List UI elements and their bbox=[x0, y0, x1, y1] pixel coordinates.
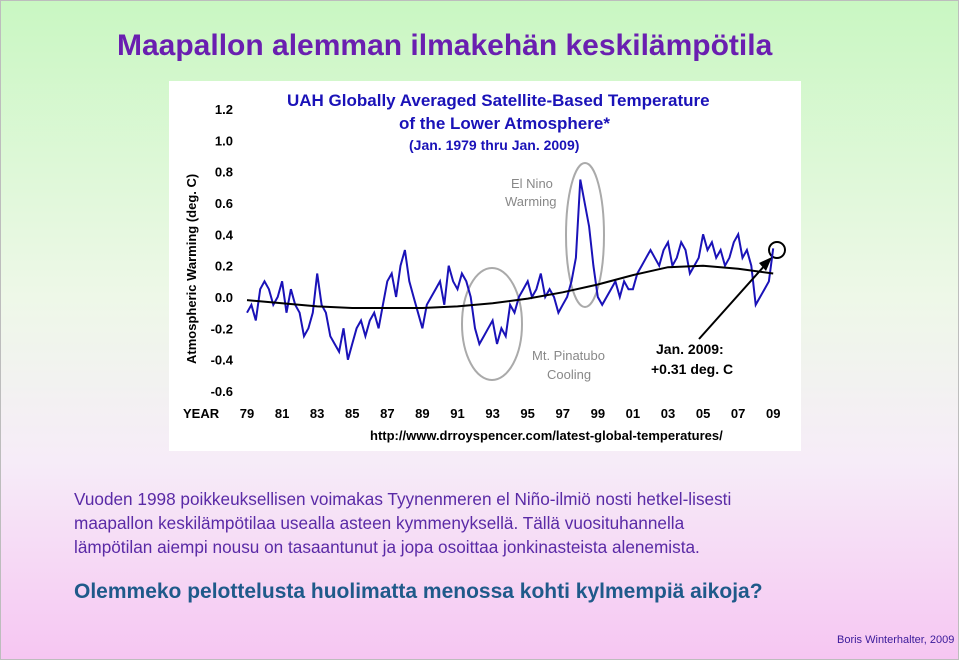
y-tick-label: 0.0 bbox=[215, 290, 233, 305]
chart-title-line-1: UAH Globally Averaged Satellite-Based Te… bbox=[287, 91, 710, 110]
annotation-pinatubo-2: Cooling bbox=[547, 367, 591, 382]
series-monthly-line bbox=[246, 179, 775, 360]
temperature-chart: UAH Globally Averaged Satellite-Based Te… bbox=[169, 81, 801, 451]
y-tick-label: 0.6 bbox=[215, 196, 233, 211]
y-tick-label: -0.2 bbox=[211, 321, 233, 336]
y-tick-label: -0.4 bbox=[211, 353, 234, 368]
pinatubo-circle bbox=[461, 267, 523, 381]
y-tick-label: 0.2 bbox=[215, 259, 233, 274]
annotation-el-nino-1: El Nino bbox=[511, 176, 553, 191]
x-tick-label: 95 bbox=[520, 406, 534, 421]
x-tick-label: 01 bbox=[626, 406, 640, 421]
x-tick-label: 03 bbox=[661, 406, 675, 421]
y-tick-label: 1.0 bbox=[215, 133, 233, 148]
y-tick-label: -0.6 bbox=[211, 384, 233, 399]
x-tick-label: 97 bbox=[556, 406, 570, 421]
question-text: Olemmeko pelottelusta huolimatta menossa… bbox=[74, 580, 763, 603]
x-tick-label: 85 bbox=[345, 406, 359, 421]
annotation-arrow-head bbox=[759, 257, 772, 271]
slide-title: Maapallon alemman ilmakehän keskilämpöti… bbox=[117, 29, 773, 62]
jan-2009-marker bbox=[768, 241, 786, 259]
chart-svg: UAH Globally Averaged Satellite-Based Te… bbox=[183, 91, 786, 443]
paragraph-line-1: Vuoden 1998 poikkeuksellisen voimakas Ty… bbox=[74, 489, 732, 509]
x-tick-label: 83 bbox=[310, 406, 324, 421]
annotation-el-nino-2: Warming bbox=[505, 194, 557, 209]
y-tick-label: 0.8 bbox=[215, 165, 233, 180]
x-tick-label: 89 bbox=[415, 406, 429, 421]
x-tick-label: 81 bbox=[275, 406, 289, 421]
x-tick-label: 79 bbox=[240, 406, 254, 421]
series-trend-line bbox=[246, 264, 774, 309]
y-axis-label: Atmospheric Warming (deg. C) bbox=[184, 174, 199, 364]
x-axis-label: YEAR bbox=[183, 406, 220, 421]
paragraph-line-3: lämpötilan aiempi nousu on tasaantunut j… bbox=[74, 537, 700, 557]
annotation-jan2009-1: Jan. 2009: bbox=[656, 341, 724, 357]
annotation-pinatubo-1: Mt. Pinatubo bbox=[532, 348, 605, 363]
el-nino-circle bbox=[565, 162, 605, 308]
chart-title-line-2: of the Lower Atmosphere* bbox=[399, 114, 610, 133]
body-paragraph: Vuoden 1998 poikkeuksellisen voimakas Ty… bbox=[74, 487, 934, 559]
credit-text: Boris Winterhalter, 2009 bbox=[837, 634, 955, 646]
x-tick-label: 09 bbox=[766, 406, 780, 421]
x-tick-label: 05 bbox=[696, 406, 710, 421]
source-url: http://www.drroyspencer.com/latest-globa… bbox=[370, 428, 723, 443]
chart-subtitle: (Jan. 1979 thru Jan. 2009) bbox=[409, 137, 579, 153]
annotation-arrow-line bbox=[698, 263, 767, 340]
x-tick-label: 91 bbox=[450, 406, 464, 421]
x-tick-label: 87 bbox=[380, 406, 394, 421]
x-tick-label: 07 bbox=[731, 406, 745, 421]
y-tick-label: 1.2 bbox=[215, 102, 233, 117]
x-tick-label: 93 bbox=[485, 406, 499, 421]
y-tick-label: 0.4 bbox=[215, 227, 234, 242]
paragraph-line-2: maapallon keskilämpötilaa usealla asteen… bbox=[74, 513, 685, 533]
x-tick-label: 99 bbox=[591, 406, 605, 421]
annotation-jan2009-2: +0.31 deg. C bbox=[651, 361, 733, 377]
